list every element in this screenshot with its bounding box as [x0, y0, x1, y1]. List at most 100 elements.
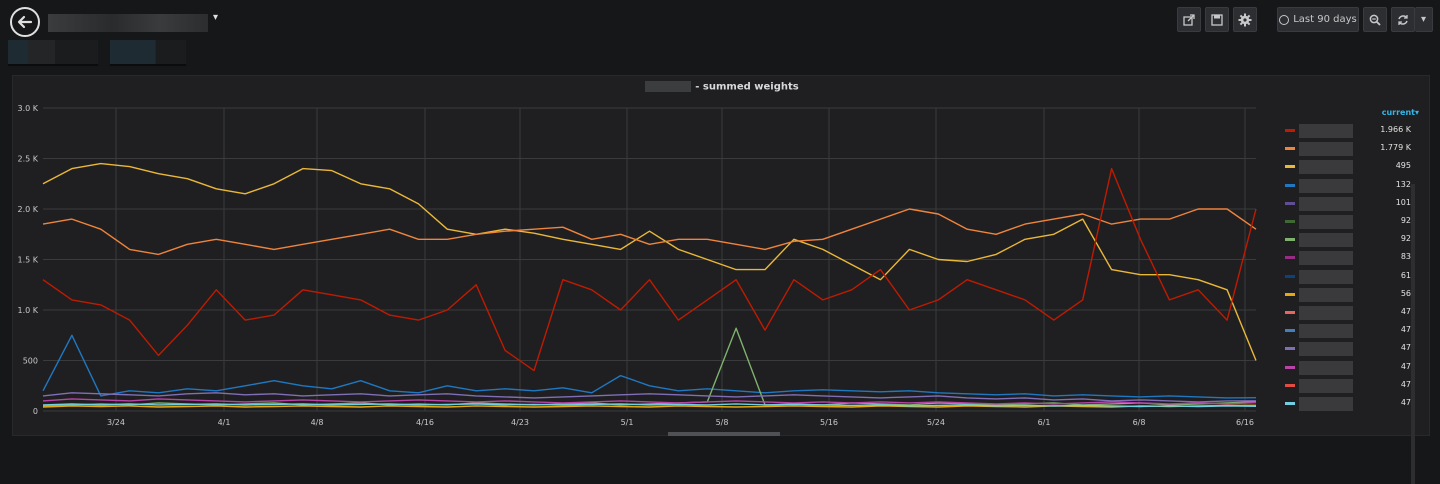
legend-current-value: 92 [1400, 216, 1411, 225]
legend-series-name[interactable] [1299, 124, 1353, 138]
x-tick-label: 6/1 [1038, 418, 1051, 427]
legend-color-swatch[interactable] [1285, 220, 1295, 223]
series-line-1[interactable] [42, 208, 1257, 256]
legend-current-value: 1.966 K [1380, 125, 1411, 134]
panel-resize-handle[interactable] [668, 432, 780, 436]
legend-item[interactable]: 47 [1277, 304, 1419, 321]
zoom-out-button[interactable] [1363, 7, 1387, 32]
x-tick-label: 5/1 [621, 418, 634, 427]
legend-color-swatch[interactable] [1285, 238, 1295, 242]
legend-color-swatch[interactable] [1285, 402, 1295, 405]
y-tick-label: 1.5 K [17, 256, 38, 265]
legend-color-swatch[interactable] [1285, 329, 1295, 333]
legend-series-name[interactable] [1299, 360, 1353, 375]
legend-item[interactable]: 83 [1277, 249, 1419, 266]
legend-series-name[interactable] [1299, 196, 1353, 211]
legend-item[interactable]: 92 [1277, 213, 1419, 230]
legend-item[interactable]: 61 [1277, 268, 1419, 285]
series-line-8[interactable] [42, 403, 1257, 408]
settings-button[interactable] [1233, 7, 1257, 32]
legend-item[interactable]: 47 [1277, 322, 1419, 339]
legend-series-name[interactable] [1299, 178, 1353, 193]
series-line-6[interactable] [42, 398, 1257, 405]
legend-item[interactable]: 47 [1277, 359, 1419, 376]
legend-item[interactable]: 47 [1277, 377, 1419, 394]
x-tick-label: 6/8 [1133, 418, 1146, 427]
series-line-2[interactable] [42, 167, 1257, 372]
legend-color-swatch[interactable] [1285, 383, 1295, 387]
gear-icon [1238, 13, 1252, 26]
dashboard-title[interactable] [48, 14, 208, 32]
x-tick-label: 4/16 [416, 418, 434, 427]
legend-series-name[interactable] [1299, 215, 1353, 229]
legend-item[interactable]: 92 [1277, 231, 1419, 248]
legend-series-name[interactable] [1299, 342, 1353, 357]
legend-color-swatch[interactable] [1285, 365, 1295, 369]
legend-series-name[interactable] [1299, 397, 1353, 411]
legend-item[interactable]: 1.966 K [1277, 122, 1419, 139]
x-tick-label: 4/8 [311, 418, 324, 427]
y-tick-label: 2.0 K [17, 205, 38, 214]
y-tick-label: 1.0 K [17, 306, 38, 315]
legend-color-swatch[interactable] [1285, 292, 1295, 296]
legend-scrollbar[interactable] [1411, 184, 1415, 484]
x-tick-label: 4/23 [511, 418, 529, 427]
legend-series-name[interactable] [1299, 160, 1353, 175]
share-button[interactable] [1177, 7, 1201, 32]
legend-color-swatch[interactable] [1285, 147, 1295, 151]
caret-down-icon[interactable]: ▾ [213, 12, 219, 23]
save-button[interactable] [1205, 7, 1229, 32]
legend-color-swatch[interactable] [1285, 129, 1295, 132]
legend-color-swatch[interactable] [1285, 201, 1295, 205]
series-line-0[interactable] [42, 162, 1257, 361]
legend-item[interactable]: 101 [1277, 195, 1419, 212]
legend-color-swatch[interactable] [1285, 347, 1295, 351]
legend-color-swatch[interactable] [1285, 274, 1295, 278]
graph-panel: - summed weights 0 500 1.0 K 1.5 K 2.0 K 2.5 … [12, 75, 1431, 484]
legend-current-value: 47 [1400, 379, 1411, 389]
template-variable-1[interactable] [8, 40, 98, 66]
legend-color-swatch[interactable] [1285, 311, 1295, 314]
legend-item[interactable]: 47 [1277, 395, 1419, 412]
legend-color-swatch[interactable] [1285, 256, 1295, 260]
panel-title[interactable]: - summed weights [13, 81, 1431, 93]
caret-down-icon: ▾ [1420, 14, 1427, 25]
legend-series-name[interactable] [1299, 251, 1353, 266]
legend-current-value: 61 [1400, 270, 1411, 280]
legend-current-value: 495 [1395, 161, 1411, 171]
refresh-button[interactable] [1391, 7, 1415, 32]
time-range-label: Last 90 days [1293, 14, 1357, 25]
legend-item[interactable]: 495 [1277, 158, 1419, 175]
template-variable-2[interactable] [110, 40, 186, 66]
series-line-3[interactable] [42, 334, 1257, 399]
time-range-picker[interactable]: Last 90 days [1277, 7, 1359, 32]
legend-series-name[interactable] [1299, 233, 1353, 248]
legend-series-name[interactable] [1299, 142, 1353, 157]
legend-item[interactable]: 47 [1277, 340, 1419, 357]
legend-series-name[interactable] [1299, 306, 1353, 320]
dashboard-navbar: ▾ Last 90 days ▾ [0, 0, 1440, 72]
line-chart[interactable]: 0 500 1.0 K 1.5 K 2.0 K 2.5 K 3.0 K 3/24 4/1 4/8 4… [13, 76, 1273, 437]
legend-sort-current[interactable]: current▾ [1381, 108, 1419, 117]
series-line-5[interactable] [42, 392, 1257, 403]
legend-current-value: 47 [1400, 325, 1411, 335]
legend-item[interactable]: 1.779 K [1277, 140, 1419, 157]
y-tick-label: 3.0 K [17, 104, 38, 113]
legend-item[interactable]: 132 [1277, 177, 1419, 194]
legend-color-swatch[interactable] [1285, 165, 1295, 169]
share-icon [1183, 13, 1195, 26]
legend-series-name[interactable] [1299, 287, 1353, 302]
back-button[interactable] [10, 7, 40, 37]
refresh-interval-dropdown[interactable]: ▾ [1415, 7, 1433, 32]
legend-series-name[interactable] [1299, 324, 1353, 339]
legend-series-name[interactable] [1299, 269, 1353, 284]
series-line-4[interactable] [42, 327, 1257, 407]
legend-color-swatch[interactable] [1285, 183, 1295, 187]
legend-current-value: 47 [1400, 361, 1411, 371]
legend-current-value: 47 [1400, 307, 1411, 316]
legend-item[interactable]: 56 [1277, 286, 1419, 303]
x-tick-label: 5/16 [820, 418, 838, 427]
legend-series-name[interactable] [1299, 378, 1353, 393]
legend-current-value: 1.779 K [1380, 143, 1411, 153]
x-tick-label: 5/8 [716, 418, 729, 427]
